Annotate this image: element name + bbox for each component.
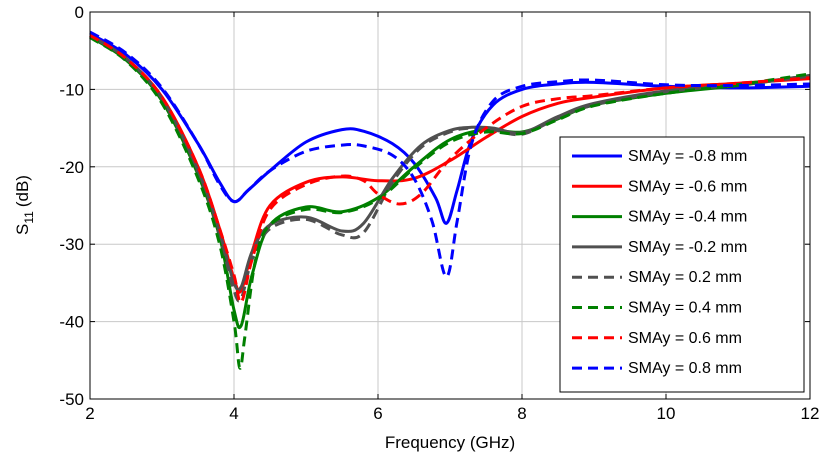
x-tick-label: 6 <box>373 404 382 423</box>
x-tick-label: 10 <box>657 404 676 423</box>
legend-label-5: SMAy = 0.2 mm <box>628 269 742 286</box>
y-tick-label: -10 <box>59 80 84 99</box>
series-line-6 <box>89 36 811 370</box>
legend-label-2: SMAy = -0.6 mm <box>628 178 747 195</box>
legend-label-6: SMAy = 0.4 mm <box>628 300 742 317</box>
y-axis-label-main: S <box>13 224 32 235</box>
y-tick-label: -40 <box>59 313 84 332</box>
x-tick-label: 8 <box>517 404 526 423</box>
legend-label-3: SMAy = -0.4 mm <box>628 209 747 226</box>
series-lines <box>89 30 811 370</box>
y-axis-label: S11 (dB) <box>13 175 36 235</box>
svg-text:S11(dB): S11 (dB) <box>13 175 36 235</box>
y-tick-label: -50 <box>59 390 84 409</box>
y-axis-label-unit: (dB) <box>13 175 32 207</box>
legend-box <box>559 136 805 393</box>
y-tick-label: 0 <box>75 3 84 22</box>
y-axis-label-subscript: 11 <box>22 211 36 224</box>
legend-label-1: SMAy = -0.8 mm <box>628 148 747 165</box>
x-tick-label: 12 <box>801 404 820 423</box>
series-line-5 <box>89 34 811 303</box>
x-axis-label: Frequency (GHz) <box>385 433 515 452</box>
x-tick-label: 4 <box>229 404 238 423</box>
axis-ticks: 2 4 6 8 10 12 0 -10 -20 -30 -40 -50 <box>59 3 819 423</box>
series-line-7 <box>89 33 811 304</box>
series-line-8 <box>89 30 811 279</box>
legend: SMAy = -0.8 mm SMAy = -0.6 mm SMAy = -0.4 … <box>559 136 805 393</box>
y-tick-label: -20 <box>59 158 84 177</box>
plot-frame <box>89 11 811 400</box>
legend-label-8: SMAy = 0.8 mm <box>628 360 742 377</box>
x-tick-label: 2 <box>85 404 94 423</box>
legend-label-7: SMAy = 0.6 mm <box>628 330 742 347</box>
legend-label-4: SMAy = -0.2 mm <box>628 239 747 256</box>
y-tick-label: -30 <box>59 235 84 254</box>
series-line-4 <box>89 34 811 292</box>
